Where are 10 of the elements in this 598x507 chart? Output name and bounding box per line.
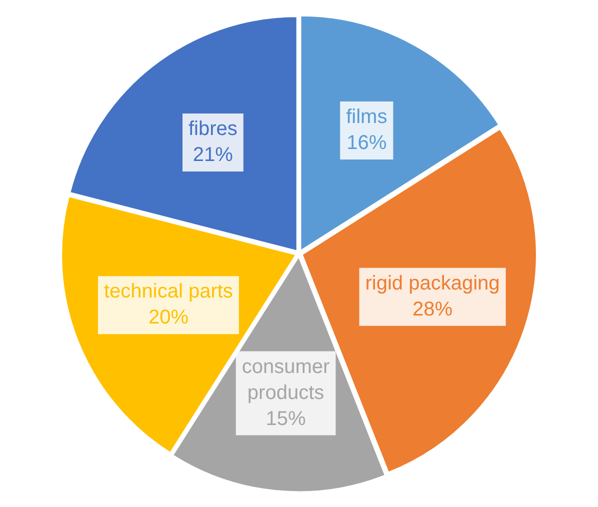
- data-label: 15%: [266, 408, 306, 430]
- data-label: 16%: [346, 132, 387, 154]
- data-label: 28%: [412, 298, 453, 320]
- slice-label: fibres: [188, 118, 238, 140]
- data-label: 20%: [148, 306, 189, 329]
- slice-label: rigid packaging: [365, 272, 500, 294]
- slice-label: films: [346, 106, 388, 128]
- slice-label: consumer products: [242, 356, 330, 404]
- data-label: 21%: [192, 144, 234, 166]
- slice-label: technical parts: [104, 280, 233, 303]
